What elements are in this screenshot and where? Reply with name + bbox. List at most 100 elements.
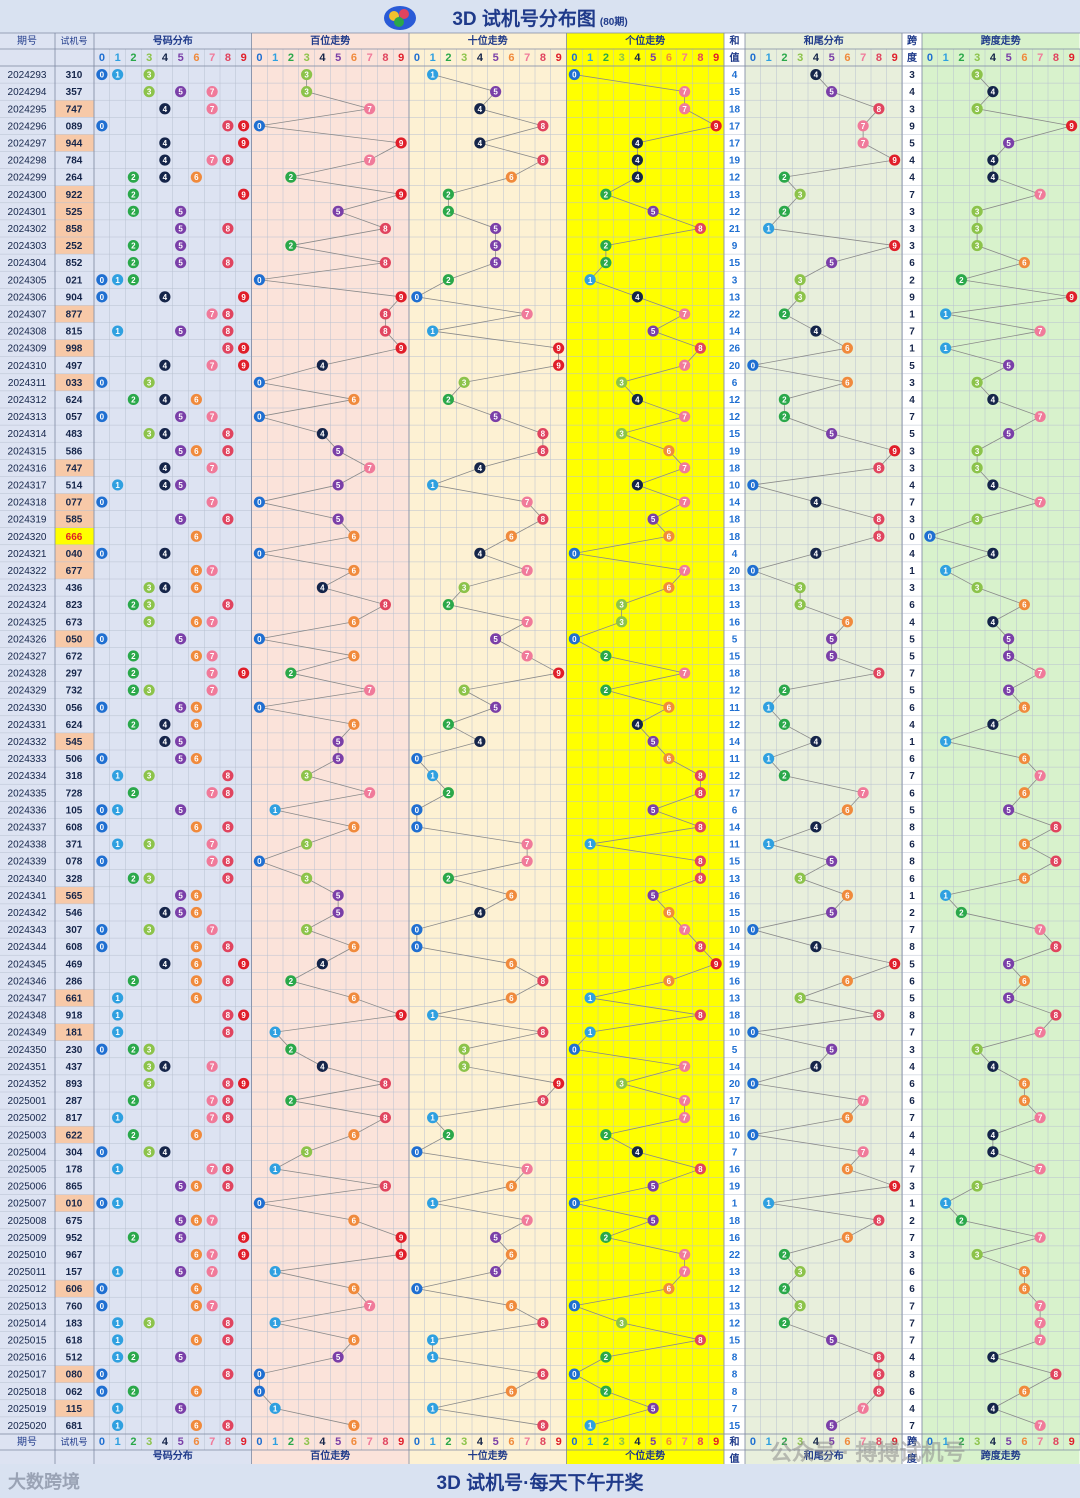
sumtail-ball-label: 5 (829, 908, 834, 917)
header-h-digit-8: 8 (382, 52, 388, 64)
trial-cell: 998 (66, 344, 83, 355)
sumtail-ball (778, 393, 790, 406)
tens-ball-label: 5 (493, 242, 498, 251)
dist-ball (190, 564, 202, 577)
dist-ball (206, 564, 218, 577)
dist-ball (222, 941, 234, 953)
footer-sp-digit-3: 3 (974, 1436, 980, 1448)
footer-sp-digit-1: 1 (943, 1436, 949, 1448)
repeat-highlight (55, 886, 94, 904)
span-ball-label: 8 (1054, 1370, 1059, 1379)
tens-ball (474, 137, 486, 149)
dist-ball-label: 0 (100, 71, 105, 80)
dist-ball (127, 171, 139, 183)
hundreds-ball-label: 1 (273, 806, 278, 815)
dist-ball (127, 205, 139, 217)
trial-cell: 287 (66, 1096, 83, 1107)
units-ball-label: 1 (588, 994, 593, 1003)
trial-cell: 525 (66, 207, 83, 218)
trial-cell: 624 (66, 395, 83, 406)
trial-cell: 328 (66, 874, 83, 885)
header-dist-digit-1: 1 (115, 52, 121, 64)
hundreds-ball-label: 2 (289, 1045, 294, 1054)
sumtail-ball-label: 6 (845, 977, 850, 986)
span-ball (1003, 359, 1015, 371)
repeat-highlight (55, 630, 94, 648)
dist-ball (143, 86, 155, 98)
span-ball (924, 530, 936, 542)
footer-u-digit-9: 9 (713, 1436, 719, 1448)
dist-ball-label: 8 (226, 1011, 231, 1020)
dist-ball (206, 462, 218, 474)
hundreds-ball-label: 0 (257, 413, 262, 422)
sumtail-ball (873, 1385, 885, 1397)
dist-ball (96, 1385, 108, 1397)
sumtail-ball (841, 975, 853, 987)
dist-ball (238, 1077, 250, 1090)
sumtail-ball (747, 359, 759, 371)
dist-ball (96, 633, 108, 645)
hundreds-ball-label: 7 (367, 464, 372, 473)
span-cell: 9 (909, 121, 915, 132)
hundreds-ball-label: 6 (352, 1285, 357, 1294)
dist-ball-label: 9 (241, 190, 246, 199)
span-cell: 6 (909, 1267, 915, 1278)
hundreds-ball-label: 0 (257, 122, 262, 131)
dist-ball (206, 923, 218, 936)
footer-st-digit-3: 3 (797, 1436, 803, 1448)
units-ball-label: 4 (635, 1148, 640, 1157)
dist-ball (159, 547, 171, 559)
units-ball (694, 1163, 706, 1175)
sum-cell: 15 (729, 258, 741, 269)
sumtail-ball-label: 4 (814, 823, 819, 832)
header-sp-digit-8: 8 (1053, 52, 1059, 64)
footer-dist-digit-8: 8 (225, 1436, 231, 1448)
hundreds-ball (269, 1026, 281, 1038)
sumtail-ball (810, 68, 822, 81)
dist-ball (190, 958, 202, 970)
trial-cell: 307 (66, 925, 83, 936)
footer-sp-digit-5: 5 (1006, 1436, 1012, 1448)
tens-ball (490, 1231, 502, 1243)
span-ball (1018, 975, 1030, 987)
hundreds-ball-label: 1 (273, 1028, 278, 1037)
hundreds-ball-label: 3 (304, 71, 309, 80)
trial-cell: 183 (66, 1318, 83, 1329)
span-ball (987, 1351, 999, 1363)
tens-ball (442, 188, 454, 200)
sumtail-ball (778, 718, 790, 730)
units-ball (647, 889, 659, 901)
sum-cell: 16 (729, 1113, 741, 1124)
dist-ball-label: 6 (194, 1285, 199, 1294)
tens-ball-label: 5 (493, 413, 498, 422)
span-ball (1050, 941, 1062, 953)
sumtail-ball-label: 0 (751, 361, 756, 370)
dist-ball (175, 445, 187, 457)
dist-ball-label: 1 (115, 806, 120, 815)
tens-ball-label: 2 (446, 276, 451, 285)
sumtail-ball (841, 376, 853, 388)
dist-ball-label: 8 (226, 857, 231, 866)
sumtail-ball-label: 8 (877, 464, 882, 473)
span-ball (1034, 1026, 1046, 1038)
dist-ball-label: 4 (163, 361, 168, 370)
dist-ball-label: 4 (163, 481, 168, 490)
units-ball-label: 6 (667, 532, 672, 541)
span-ball (987, 479, 999, 491)
dist-ball-label: 0 (100, 276, 105, 285)
sumtail-ball-label: 0 (751, 926, 756, 935)
footer-sum-top: 和 (729, 1435, 740, 1448)
sumtail-ball (794, 581, 806, 594)
tens-ball-label: 6 (509, 1387, 514, 1396)
header-bar (0, 0, 1080, 33)
span-ball-label: 8 (1054, 1011, 1059, 1020)
dist-ball-label: 8 (226, 1421, 231, 1430)
units-ball-label: 6 (667, 447, 672, 456)
hundreds-ball-label: 5 (336, 755, 341, 764)
units-ball-label: 5 (651, 1216, 656, 1225)
tens-ball-label: 1 (430, 772, 435, 781)
hundreds-ball-label: 3 (304, 88, 309, 97)
sum-cell: 12 (729, 412, 741, 423)
dist-ball-label: 1 (115, 1165, 120, 1174)
